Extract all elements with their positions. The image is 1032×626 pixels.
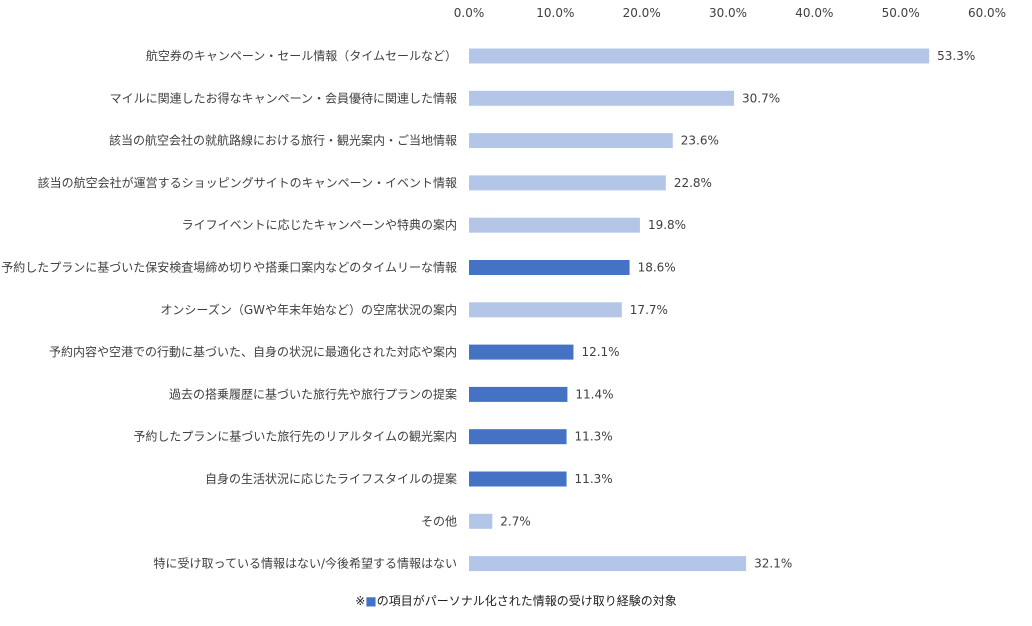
category-label: 予約内容や空港での行動に基づいた、自身の状況に最適化された対応や案内 (49, 344, 457, 359)
category-label: マイルに関連したお得なキャンペーン・会員優待に関連した情報 (110, 90, 457, 105)
data-label: 23.6% (681, 134, 719, 148)
data-label: 18.6% (638, 261, 676, 275)
bar (469, 556, 747, 572)
bar (469, 175, 666, 191)
bar (469, 471, 567, 487)
category-label: 自身の生活状況に応じたライフスタイルの提案 (205, 471, 457, 486)
bar (469, 513, 493, 529)
bar (469, 386, 568, 402)
x-tick-label: 20.0% (623, 6, 661, 20)
x-tick-label: 60.0% (968, 6, 1006, 20)
data-label: 12.1% (581, 345, 619, 359)
footnote: ※■の項目がパーソナル化された情報の受け取り経験の対象 (355, 593, 676, 608)
category-label: その他 (421, 514, 457, 528)
footnote-prefix: ※ (355, 594, 365, 608)
bar (469, 302, 622, 318)
category-label: 該当の航空会社が運営するショッピングサイトのキャンペーン・イベント情報 (38, 175, 457, 190)
x-tick-label: 40.0% (795, 6, 833, 20)
category-label: 該当の航空会社の就航路線における旅行・観光案内・ご当地情報 (109, 133, 457, 148)
footnote-text: の項目がパーソナル化された情報の受け取り経験の対象 (377, 593, 677, 608)
category-label: 航空券のキャンペーン・セール情報（タイムセールなど） (146, 48, 457, 63)
data-label: 22.8% (674, 176, 712, 190)
bars-group (469, 48, 930, 572)
bar (469, 48, 930, 64)
category-label: ライフイベントに応じたキャンペーンや特典の案内 (182, 217, 457, 232)
bar (469, 260, 630, 275)
data-label: 2.7% (500, 514, 531, 528)
bar (469, 90, 735, 106)
x-tick-label: 50.0% (882, 6, 920, 20)
data-label: 11.3% (575, 430, 613, 444)
data-label: 11.3% (575, 472, 613, 486)
highlight-marker-icon: ■ (365, 594, 376, 608)
data-label: 53.3% (937, 49, 975, 63)
data-label: 30.7% (742, 91, 780, 105)
x-axis-ticks: 0.0% 10.0% 20.0% 30.0% 40.0% 50.0% 60.0% (454, 6, 1006, 20)
category-label: 過去の搭乗履歴に基づいた旅行先や旅行プランの提案 (169, 386, 457, 401)
x-tick-label: 30.0% (709, 6, 747, 20)
data-label: 19.8% (648, 218, 686, 232)
category-label: オンシーズン（GWや年末年始など）の空席状況の案内 (160, 302, 457, 317)
value-labels: 53.3% 30.7% 23.6% 22.8% 19.8% 18.6% 17.7% 12.1%… (500, 49, 975, 571)
data-label: 11.4% (575, 387, 613, 401)
category-label: 予約したプランに基づいた旅行先のリアルタイムの観光案内 (133, 429, 457, 444)
category-label: 予約したプランに基づいた保安検査場締め切りや搭乗口案内などのタイムリーな情報 (1, 260, 457, 275)
category-labels: 航空券のキャンペーン・セール情報（タイムセールなど） マイルに関連したお得なキャン… (1, 48, 457, 571)
bar (469, 217, 640, 233)
data-label: 17.7% (630, 303, 668, 317)
x-tick-label: 10.0% (536, 6, 574, 20)
x-tick-label: 0.0% (454, 6, 485, 20)
bar (469, 429, 567, 445)
category-label: 特に受け取っている情報はない/今後希望する情報はない (154, 556, 457, 571)
bar (469, 344, 574, 360)
bar (469, 133, 673, 149)
data-label: 32.1% (754, 557, 792, 571)
